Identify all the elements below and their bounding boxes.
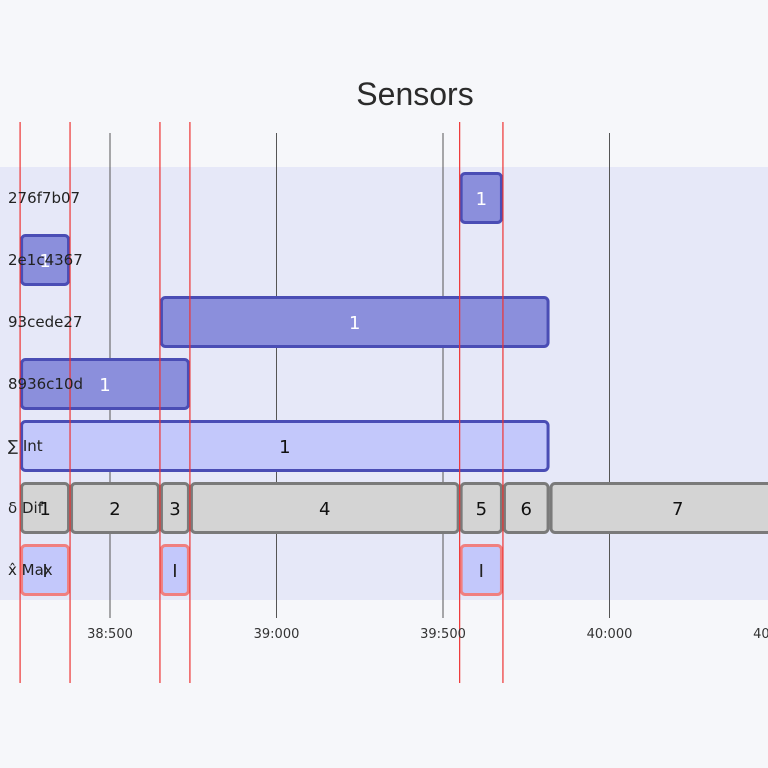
x-tick-label: 40:000 (587, 627, 633, 642)
interval-bar-sensor: 1 (159, 296, 550, 348)
x-tick-label: 39:500 (420, 627, 466, 642)
x-tick-label: 38:500 (87, 627, 133, 642)
interval-bar-max: I (459, 544, 503, 596)
row-label: 8936c10d (8, 375, 83, 393)
interval-label: 1 (39, 251, 50, 272)
interval-rect (159, 296, 550, 348)
interval-bar-difference: 3 (159, 482, 190, 534)
interval-rect (70, 482, 160, 534)
interval-label: 1 (39, 499, 50, 520)
interval-bar-difference: 2 (70, 482, 160, 534)
interval-bar-difference: 5 (459, 482, 503, 534)
interval-bar-difference: 6 (502, 482, 550, 534)
interval-rect (20, 234, 71, 286)
interval-label: 7 (672, 499, 683, 520)
interval-rect (159, 482, 190, 534)
interval-bar-max: I (20, 544, 71, 596)
interval-label: I (172, 561, 177, 582)
interval-label: 5 (476, 499, 487, 520)
interval-rect (20, 358, 190, 410)
interval-rect (459, 544, 503, 596)
interval-label: 4 (319, 499, 330, 520)
row-label: 93cede27 (8, 313, 82, 331)
interval-rect (20, 544, 71, 596)
row-label: 276f7b07 (8, 189, 80, 207)
interval-rect (549, 482, 768, 534)
interval-label: 1 (476, 189, 487, 210)
interval-label: 1 (279, 437, 290, 458)
interval-rect (189, 482, 460, 534)
interval-label: 3 (169, 499, 180, 520)
boundary-markers (19, 122, 504, 683)
row-label: x̂ Max (8, 561, 53, 579)
x-tick-label: 39:000 (254, 627, 300, 642)
interval-bars: 121212112123456789101112IIII (20, 172, 768, 596)
interval-bar-sensor: 1 (20, 234, 71, 286)
interval-bar-difference: 7 (549, 482, 768, 534)
interval-label: 1 (99, 375, 110, 396)
interval-rect (459, 482, 503, 534)
interval-rect (20, 420, 550, 472)
interval-rect (459, 172, 503, 224)
interval-bar-difference: 1 (20, 482, 71, 534)
interval-bar-intersection: 1 (20, 420, 550, 472)
row-label: ∑ Int (8, 437, 43, 455)
interval-bar-difference: 4 (189, 482, 460, 534)
interval-bar-sensor: 1 (459, 172, 503, 224)
interval-label: 1 (349, 313, 360, 334)
chart-title: Sensors (356, 76, 473, 112)
interval-label: 2 (109, 499, 120, 520)
interval-bar-max: I (159, 544, 190, 596)
row-label: δ Dif (8, 499, 44, 517)
row-label: 2e1c4367 (8, 251, 83, 269)
interval-bar-sensor: 1 (20, 358, 190, 410)
interval-rect (20, 482, 71, 534)
x-axis-ticks: 38:50039:00039:50040:00040:50041:00041:5… (87, 627, 768, 642)
interval-label: 6 (521, 499, 532, 520)
x-tick-label: 40:500 (753, 627, 768, 642)
interval-label: I (479, 561, 484, 582)
interval-rect (502, 482, 550, 534)
row-labels: 276f7b07 2e1c4367 93cede27 8936c10d ∑ Int δ D… (8, 189, 83, 579)
interval-rect (159, 544, 190, 596)
interval-label: I (42, 561, 47, 582)
